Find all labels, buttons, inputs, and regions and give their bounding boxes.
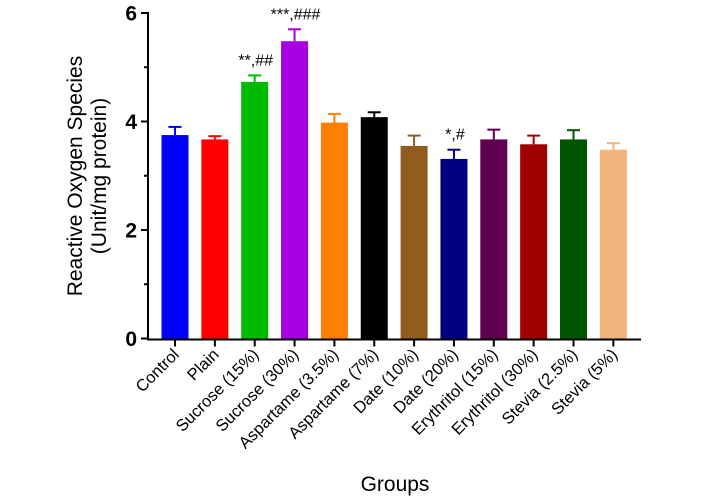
bar [599, 149, 627, 339]
y-tick-label: 6 [125, 3, 137, 26]
bar [320, 122, 348, 339]
y-tick-label: 0 [125, 328, 137, 351]
y-axis-title-line1: Reactive Oxygen Species [64, 56, 87, 296]
bar [201, 139, 229, 339]
bar [440, 158, 468, 339]
y-axis-title-line2: (Unit/mg protein) [88, 98, 111, 254]
bar [360, 117, 388, 339]
significance-annotation: **,## [238, 52, 273, 69]
significance-annotation: ***,### [271, 6, 321, 23]
y-tick-label: 4 [125, 111, 137, 134]
bars-layer [161, 28, 627, 339]
x-axis-title: Groups [361, 473, 430, 496]
bar [161, 135, 189, 339]
bar [241, 81, 269, 339]
y-tick-label: 2 [125, 220, 137, 243]
bar [520, 144, 548, 339]
bar [560, 139, 587, 339]
x-category-label: Control [132, 346, 182, 396]
bar [480, 139, 508, 339]
bar [281, 41, 309, 339]
significance-annotation: *,# [445, 127, 465, 144]
bar [400, 145, 428, 339]
ticks-layer [141, 12, 615, 347]
